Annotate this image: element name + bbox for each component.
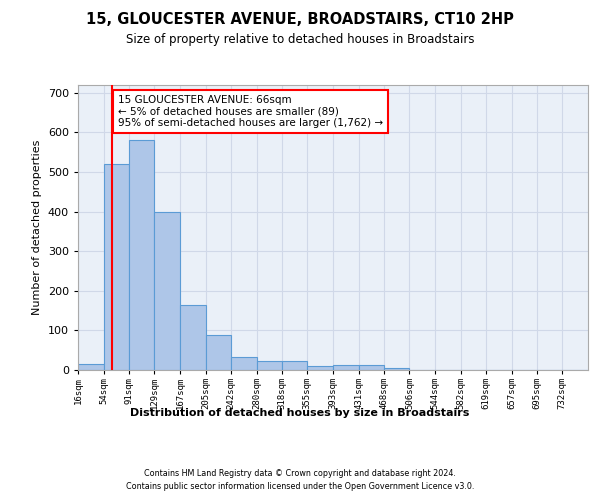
Bar <box>359 365 384 370</box>
Bar <box>384 368 409 370</box>
Bar <box>129 140 154 370</box>
Text: Contains HM Land Registry data © Crown copyright and database right 2024.
Contai: Contains HM Land Registry data © Crown c… <box>126 469 474 491</box>
Text: Size of property relative to detached houses in Broadstairs: Size of property relative to detached ho… <box>126 32 474 46</box>
Y-axis label: Number of detached properties: Number of detached properties <box>32 140 42 315</box>
Bar <box>231 357 257 370</box>
Text: Distribution of detached houses by size in Broadstairs: Distribution of detached houses by size … <box>130 408 470 418</box>
Text: 15, GLOUCESTER AVENUE, BROADSTAIRS, CT10 2HP: 15, GLOUCESTER AVENUE, BROADSTAIRS, CT10… <box>86 12 514 28</box>
Bar <box>104 164 129 370</box>
Bar <box>154 212 180 370</box>
Bar <box>282 362 307 370</box>
Bar <box>180 304 206 370</box>
Bar <box>206 335 231 370</box>
Text: 15 GLOUCESTER AVENUE: 66sqm
← 5% of detached houses are smaller (89)
95% of semi: 15 GLOUCESTER AVENUE: 66sqm ← 5% of deta… <box>118 95 383 128</box>
Bar <box>257 362 282 370</box>
Bar <box>307 366 333 370</box>
Bar <box>333 365 359 370</box>
Bar <box>78 364 104 370</box>
